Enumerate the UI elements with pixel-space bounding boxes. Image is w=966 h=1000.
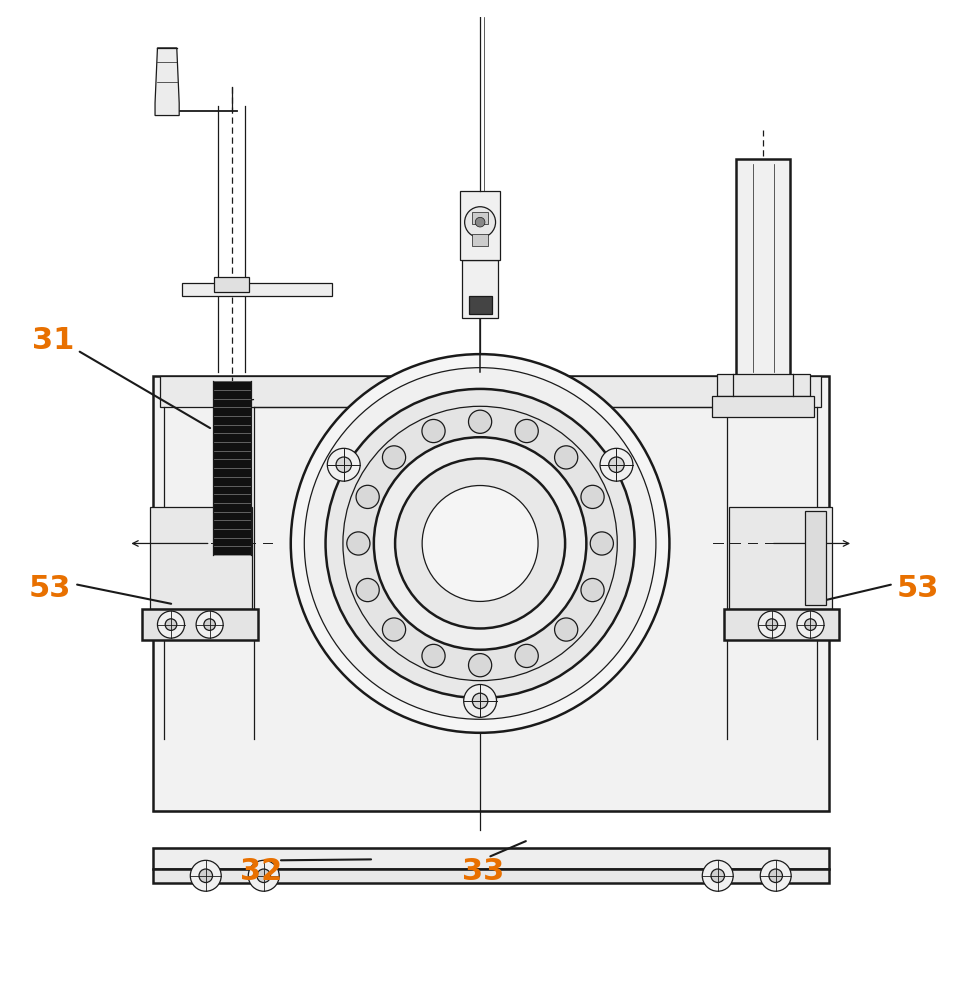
Circle shape	[609, 457, 624, 472]
Bar	[153, 376, 829, 811]
Polygon shape	[155, 48, 180, 116]
Text: 33: 33	[462, 857, 504, 886]
Circle shape	[464, 685, 497, 717]
Bar	[729, 507, 832, 609]
Bar	[805, 511, 826, 605]
Circle shape	[343, 406, 617, 681]
Circle shape	[327, 448, 360, 481]
Circle shape	[422, 419, 445, 443]
Circle shape	[554, 446, 578, 469]
Circle shape	[374, 437, 586, 650]
Bar	[142, 609, 258, 640]
Circle shape	[204, 619, 215, 630]
Circle shape	[554, 618, 578, 641]
Circle shape	[758, 611, 785, 638]
Bar	[214, 277, 249, 292]
Bar	[153, 848, 829, 869]
Circle shape	[472, 693, 488, 709]
Text: 32: 32	[240, 857, 282, 886]
Circle shape	[600, 448, 633, 481]
Bar	[469, 296, 492, 314]
Circle shape	[190, 860, 221, 891]
Bar	[472, 212, 488, 224]
Circle shape	[422, 644, 445, 668]
Circle shape	[199, 869, 213, 883]
Circle shape	[257, 869, 270, 883]
Circle shape	[347, 532, 370, 555]
Circle shape	[422, 486, 538, 601]
Bar	[724, 609, 839, 640]
Circle shape	[797, 611, 824, 638]
Bar	[712, 396, 814, 417]
Bar	[160, 376, 821, 407]
Circle shape	[336, 457, 352, 472]
Circle shape	[291, 354, 669, 733]
Circle shape	[581, 578, 604, 602]
Bar	[153, 869, 829, 883]
Circle shape	[157, 611, 185, 638]
Bar	[717, 374, 810, 396]
Circle shape	[590, 532, 613, 555]
Circle shape	[383, 618, 406, 641]
Circle shape	[475, 217, 485, 227]
Circle shape	[469, 410, 492, 433]
Circle shape	[711, 869, 724, 883]
Circle shape	[395, 458, 565, 628]
Circle shape	[581, 485, 604, 508]
Text: 53: 53	[29, 574, 71, 603]
Text: 31: 31	[32, 326, 74, 355]
Circle shape	[515, 419, 538, 443]
Circle shape	[702, 860, 733, 891]
Circle shape	[165, 619, 177, 630]
Bar	[460, 191, 500, 260]
Circle shape	[805, 619, 816, 630]
Circle shape	[326, 389, 635, 698]
Circle shape	[760, 860, 791, 891]
Circle shape	[356, 485, 380, 508]
Circle shape	[304, 368, 656, 719]
Bar	[150, 507, 252, 609]
Bar	[182, 283, 331, 296]
Bar	[213, 381, 251, 555]
Bar	[736, 159, 790, 376]
Circle shape	[356, 578, 380, 602]
Text: 53: 53	[896, 574, 939, 603]
Circle shape	[465, 207, 496, 238]
Circle shape	[766, 619, 778, 630]
Circle shape	[515, 644, 538, 668]
Circle shape	[196, 611, 223, 638]
Circle shape	[383, 446, 406, 469]
Circle shape	[769, 869, 782, 883]
Circle shape	[248, 860, 279, 891]
Circle shape	[469, 654, 492, 677]
Bar	[462, 260, 498, 318]
Bar	[472, 234, 488, 246]
